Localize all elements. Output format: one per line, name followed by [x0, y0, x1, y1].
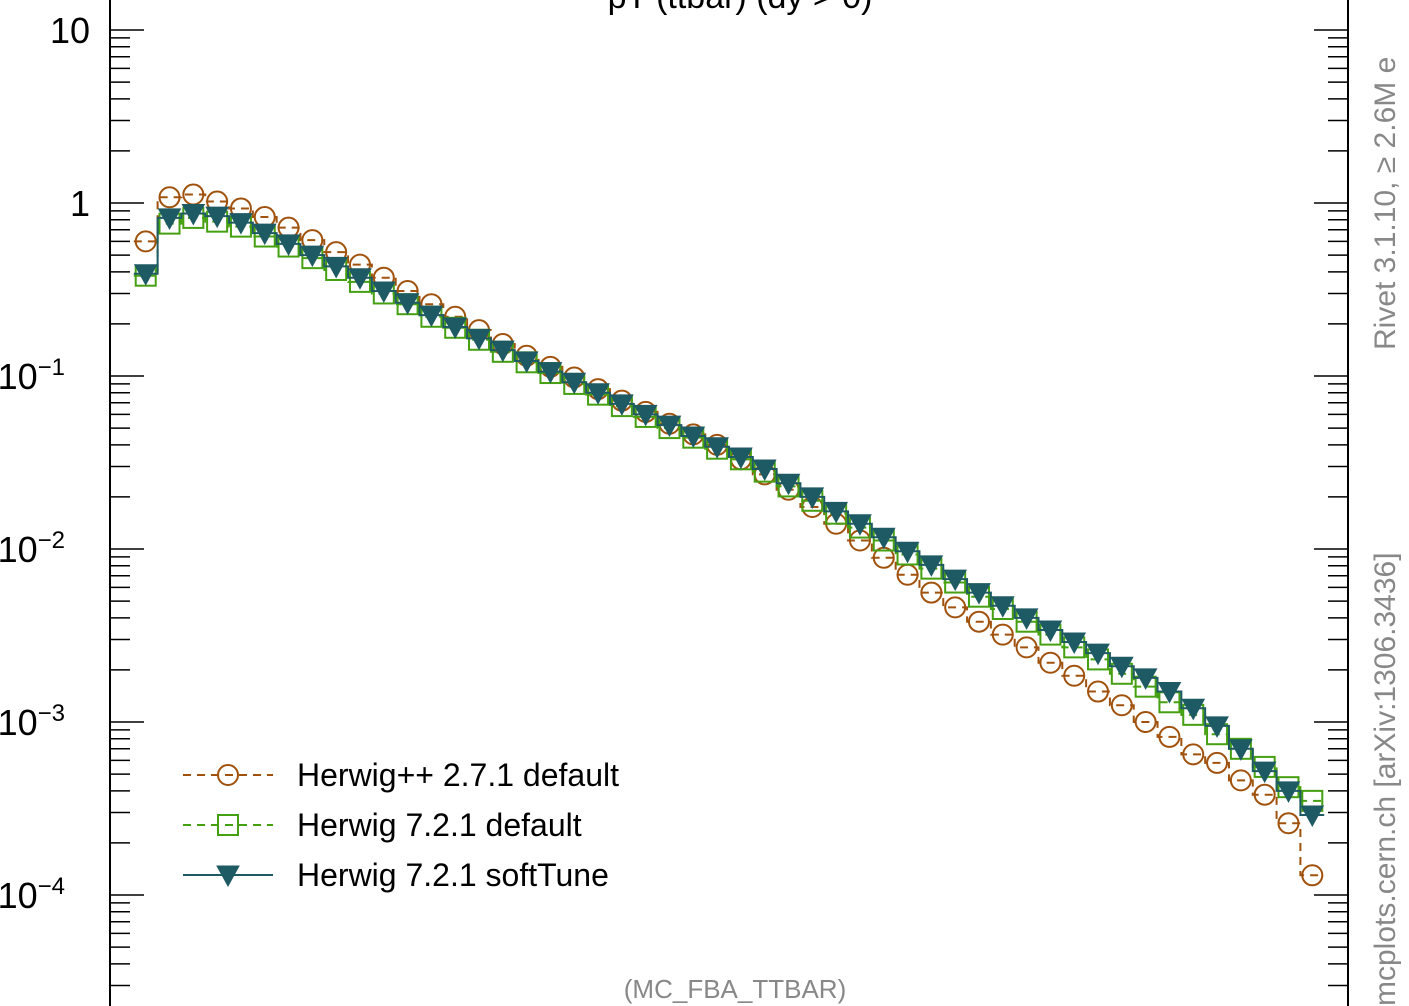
data-point-circle [944, 596, 967, 619]
data-point-circle [1087, 680, 1110, 703]
data-point-triangle [895, 541, 920, 564]
data-point-triangle [1133, 668, 1158, 690]
data-point-triangle [562, 372, 587, 395]
data-point-triangle [681, 426, 706, 449]
data-point-triangle [252, 223, 277, 246]
data-point-triangle [871, 527, 896, 550]
data-point-triangle [705, 437, 729, 459]
data-point-circle [134, 230, 157, 253]
data-point-triangle [967, 583, 991, 605]
data-point-triangle [300, 245, 325, 268]
data-point-circle [991, 623, 1014, 646]
data-point-triangle [1205, 716, 1229, 738]
data-point-triangle [752, 459, 777, 482]
data-point-triangle [395, 293, 420, 315]
y-tick-label: 1 [70, 183, 90, 224]
data-point-triangle [229, 213, 253, 235]
data-point-triangle [657, 415, 682, 438]
data-point-triangle [419, 305, 444, 328]
data-point-triangle [205, 206, 229, 229]
data-point-circle [1039, 651, 1062, 674]
data-point-triangle [824, 501, 848, 524]
data-point-circle [1277, 812, 1300, 835]
data-point-triangle [990, 596, 1015, 618]
data-point-circle [1206, 751, 1229, 774]
data-point-triangle [133, 264, 158, 286]
data-point-triangle [181, 203, 206, 226]
data-point-triangle [610, 394, 634, 416]
chart-title: pT (ttbar) (dy > 0) [608, 0, 873, 16]
legend-marker-circle [217, 764, 239, 786]
data-point-triangle [1038, 620, 1063, 643]
data-point-triangle [514, 351, 539, 374]
data-point-circle [1063, 664, 1086, 687]
data-point-triangle [276, 234, 301, 256]
data-point-circle [1182, 743, 1205, 766]
data-point-triangle [1276, 781, 1301, 803]
y-tick-label: 10−4 [0, 873, 65, 916]
data-point-circle [967, 610, 990, 633]
data-point-triangle [467, 328, 491, 351]
legend-entry: Herwig 7.2.1 softTune [183, 857, 609, 893]
data-point-triangle [800, 487, 825, 509]
legend-entry: Herwig 7.2.1 default [183, 807, 582, 843]
data-point-triangle [324, 256, 349, 279]
data-point-triangle [490, 340, 515, 363]
y-tick-label: 10−2 [0, 527, 65, 570]
data-point-triangle [919, 555, 944, 577]
data-point-triangle [443, 317, 468, 340]
y-tick-label: 10−3 [0, 700, 65, 743]
mcplots-credit-label: mcplots.cern.ch [arXiv:1306.3436] [1369, 552, 1402, 1006]
data-point-triangle [1086, 643, 1110, 666]
data-point-circle [1253, 783, 1276, 806]
data-point-circle [1301, 864, 1324, 887]
rivet-version-label: Rivet 3.1.10, ≥ 2.6M e [1369, 57, 1402, 350]
data-point-triangle [1181, 698, 1206, 721]
data-point-triangle [1229, 739, 1253, 761]
data-point-triangle [1014, 608, 1039, 630]
axis-ticks: 10 1 10−1 10−2 10−3 10−4 [0, 10, 1348, 987]
legend: Herwig++ 2.7.1 default Herwig 7.2.1 defau… [183, 757, 619, 893]
legend-label: Herwig++ 2.7.1 default [297, 757, 619, 793]
data-point-triangle [1062, 632, 1087, 655]
series-3 [133, 203, 1325, 828]
y-tick-label: 10 [50, 10, 90, 51]
data-point-triangle [157, 208, 182, 230]
data-point-triangle [586, 383, 610, 405]
data-point-triangle [1252, 761, 1277, 784]
legend-label: Herwig 7.2.1 default [297, 807, 582, 843]
legend-marker-square [217, 814, 239, 836]
data-point-triangle [1157, 682, 1182, 704]
data-point-triangle [371, 281, 396, 304]
analysis-label: (MC_FBA_TTBAR) [624, 974, 846, 1004]
data-point-triangle [1300, 805, 1325, 828]
data-point-triangle [633, 404, 658, 427]
data-point-circle [1015, 636, 1038, 659]
data-point-triangle [1109, 656, 1134, 679]
data-point-circle [158, 186, 181, 209]
y-tick-label: 10−1 [0, 354, 65, 397]
data-point-triangle [776, 473, 801, 496]
data-point-circle [1158, 725, 1181, 748]
data-point-triangle [848, 514, 872, 536]
legend-entry: Herwig++ 2.7.1 default [183, 757, 619, 793]
data-point-triangle [538, 362, 563, 384]
legend-marker-triangle [216, 865, 240, 888]
data-point-circle [1134, 711, 1157, 733]
data-point-triangle [348, 268, 372, 290]
legend-label: Herwig 7.2.1 softTune [297, 857, 609, 893]
data-point-circle [1229, 769, 1252, 792]
data-point-triangle [943, 569, 968, 592]
data-point-circle [1110, 694, 1133, 717]
data-point-triangle [729, 447, 753, 470]
plot-area [133, 183, 1325, 887]
data-point-circle [920, 581, 943, 604]
